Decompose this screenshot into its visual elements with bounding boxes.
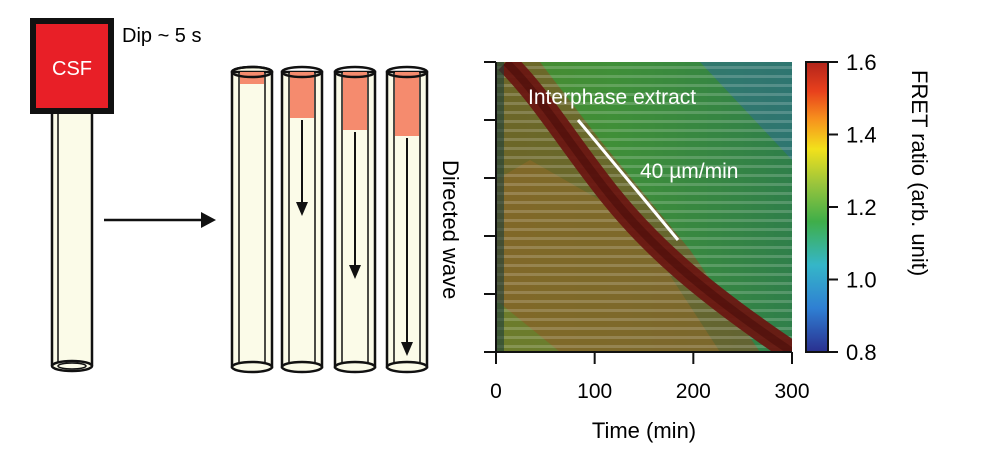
x-tick-label: 200	[676, 380, 711, 403]
directed-wave-label: Directed wave	[438, 160, 463, 299]
texture-streak	[496, 336, 792, 339]
texture-streak	[496, 273, 792, 276]
kymograph: 0 100 200 300 Time (min) Interphase extract…	[484, 61, 810, 443]
extract-fill	[395, 72, 419, 136]
texture-streak	[496, 201, 792, 204]
kymograph-image	[496, 62, 792, 352]
texture-streak	[496, 75, 792, 78]
colorbar-gradient	[805, 61, 829, 353]
texture-streak	[496, 318, 792, 321]
texture-streak	[496, 264, 792, 267]
texture-streak	[496, 156, 792, 159]
colorbar-label: FRET ratio (arb. unit)	[907, 70, 932, 276]
tube-3	[333, 65, 377, 374]
wave-arrow	[349, 265, 361, 279]
x-tick-label: 100	[577, 380, 612, 403]
colorbar-tick-label: 1.4	[846, 123, 877, 148]
texture-streak	[496, 165, 792, 168]
speed-label: 40 µm/min	[640, 160, 738, 183]
texture-streak	[496, 300, 792, 303]
extract-fill	[290, 72, 314, 118]
texture-streak	[496, 138, 792, 141]
wave-arrow	[401, 342, 413, 356]
texture-streak	[496, 291, 792, 294]
colorbar-tick-label: 0.8	[846, 340, 877, 365]
texture-streak	[496, 120, 792, 123]
dip-tube: CSF Dip ~ 5 s	[30, 18, 201, 373]
wave-arrow	[296, 202, 308, 216]
texture-streak	[496, 147, 792, 150]
extract-fill	[343, 72, 367, 130]
texture-streak	[496, 255, 792, 258]
texture-streak	[496, 192, 792, 195]
colorbar-tick-label: 1.6	[846, 50, 877, 75]
tube-2	[280, 65, 324, 374]
x-tick-label: 0	[490, 380, 502, 403]
x-axis-label: Time (min)	[592, 418, 696, 443]
speed-line	[576, 119, 680, 241]
tube-1	[230, 65, 274, 374]
y-ticks	[484, 61, 496, 353]
texture-streak	[496, 174, 792, 177]
texture-streak	[496, 111, 792, 114]
x-ticks: 0 100 200 300	[490, 352, 810, 403]
texture-streak	[496, 93, 792, 96]
colorbar-ticks: 1.6 1.4 1.2 1.0 0.8	[828, 50, 877, 365]
tube-sequence: Directed wave	[230, 65, 463, 374]
transition-arrow	[104, 212, 216, 228]
texture-streak	[496, 102, 792, 105]
x-tick-label: 300	[774, 380, 809, 403]
texture-streak	[496, 309, 792, 312]
annotation-label: Interphase extract	[528, 86, 696, 109]
tube-4	[385, 65, 429, 374]
colorbar: 1.6 1.4 1.2 1.0 0.8 FRET ratio (arb. unit)	[805, 50, 932, 365]
dip-label: Dip ~ 5 s	[122, 25, 201, 47]
colorbar-tick-label: 1.2	[846, 195, 877, 220]
colorbar-tick-label: 1.0	[846, 268, 877, 293]
texture-streak	[496, 129, 792, 132]
texture-streak	[496, 183, 792, 186]
texture-streak	[496, 327, 792, 330]
texture-streak	[496, 282, 792, 285]
texture-streak	[496, 345, 792, 348]
texture-streak	[496, 210, 792, 213]
csf-label: CSF	[52, 58, 92, 80]
csf-reservoir	[36, 24, 108, 108]
texture-streak	[496, 66, 792, 69]
texture-streak	[496, 84, 792, 87]
